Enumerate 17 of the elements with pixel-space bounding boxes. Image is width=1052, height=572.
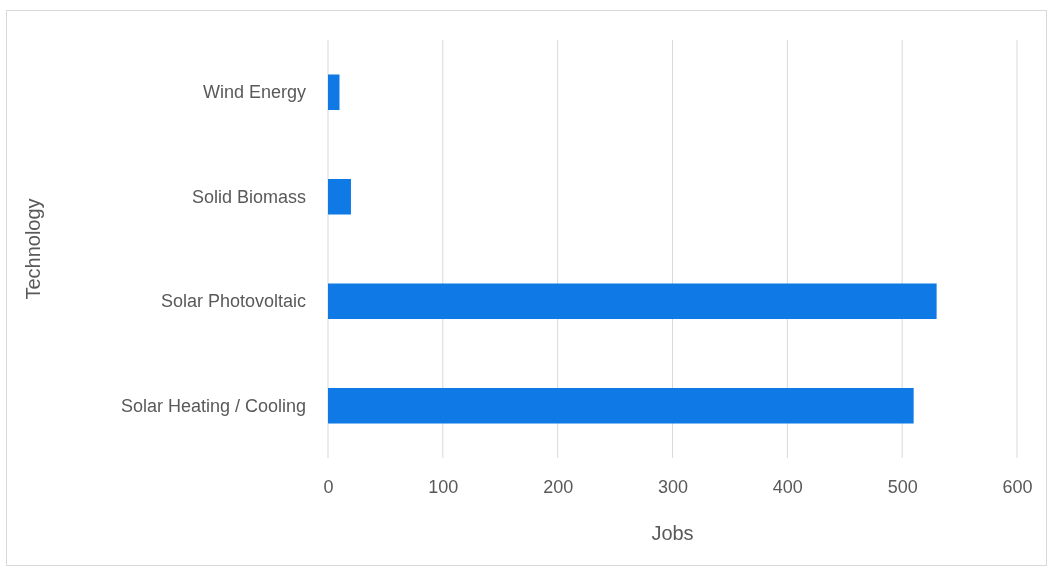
- y-axis-title: Technology: [22, 198, 44, 300]
- bar: [328, 74, 340, 111]
- y-tick-label: Solid Biomass: [191, 186, 306, 207]
- x-tick-label: 500: [887, 476, 918, 497]
- x-tick-label: 400: [772, 476, 803, 497]
- x-tick-label: 300: [657, 476, 689, 497]
- y-tick-label: Solar Heating / Cooling: [120, 395, 306, 416]
- bar: [328, 387, 914, 424]
- bar: [328, 283, 937, 320]
- x-tick-label: 100: [428, 476, 459, 497]
- y-tick-label: Wind Energy: [202, 82, 306, 103]
- bar: [328, 178, 351, 215]
- y-tick-label: Solar Photovoltaic: [160, 291, 306, 312]
- x-axis-title: Jobs: [651, 522, 694, 544]
- x-tick-label: 600: [1002, 476, 1033, 497]
- x-tick-label: 0: [323, 476, 334, 497]
- x-tick-label: 200: [543, 476, 574, 497]
